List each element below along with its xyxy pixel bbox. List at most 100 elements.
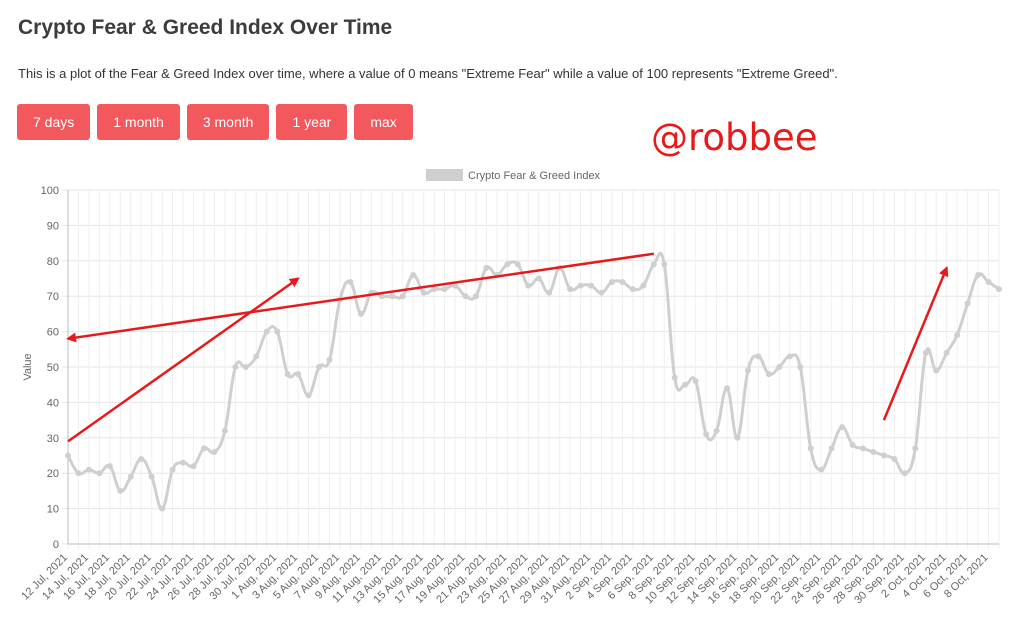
data-point[interactable] — [755, 353, 762, 360]
data-point[interactable] — [577, 282, 584, 289]
data-point[interactable] — [985, 279, 992, 286]
range-7-days-button[interactable]: 7 days — [17, 104, 91, 140]
data-point[interactable] — [420, 289, 427, 296]
trend-arrow — [882, 266, 949, 421]
data-point[interactable] — [180, 459, 187, 466]
data-point[interactable] — [431, 286, 438, 293]
y-tick-label: 80 — [47, 256, 59, 268]
data-point[interactable] — [316, 364, 323, 370]
data-point[interactable] — [828, 445, 835, 452]
data-point[interactable] — [964, 300, 971, 307]
data-point[interactable] — [682, 381, 689, 388]
data-point[interactable] — [535, 275, 542, 282]
data-point[interactable] — [525, 282, 532, 289]
data-point[interactable] — [629, 286, 636, 293]
data-point[interactable] — [954, 332, 961, 339]
data-point[interactable] — [744, 367, 751, 374]
data-point[interactable] — [452, 282, 459, 289]
y-tick-label: 40 — [47, 397, 59, 409]
data-point[interactable] — [839, 424, 846, 431]
data-point[interactable] — [263, 328, 270, 335]
range-1-month-button[interactable]: 1 month — [97, 104, 180, 140]
data-point[interactable] — [797, 364, 804, 370]
data-point[interactable] — [943, 349, 950, 356]
data-point[interactable] — [996, 286, 1002, 293]
data-point[interactable] — [483, 264, 490, 271]
data-point[interactable] — [703, 431, 710, 438]
data-point[interactable] — [127, 473, 134, 480]
data-point[interactable] — [148, 473, 155, 480]
data-point[interactable] — [357, 310, 364, 317]
data-point[interactable] — [619, 279, 626, 286]
data-point[interactable] — [818, 466, 825, 473]
range-max-button[interactable]: max — [354, 104, 413, 140]
range-1-year-button[interactable]: 1 year — [276, 104, 348, 140]
data-point[interactable] — [640, 282, 647, 289]
data-point[interactable] — [849, 441, 856, 448]
data-point[interactable] — [765, 371, 772, 378]
data-point[interactable] — [378, 293, 385, 300]
data-point[interactable] — [608, 279, 615, 286]
data-point[interactable] — [274, 328, 281, 335]
data-point[interactable] — [514, 261, 521, 268]
data-point[interactable] — [117, 487, 124, 494]
data-point[interactable] — [891, 456, 898, 463]
data-point[interactable] — [399, 293, 406, 300]
data-point[interactable] — [776, 364, 783, 370]
data-point[interactable] — [284, 371, 291, 378]
data-point[interactable] — [75, 470, 82, 477]
data-point[interactable] — [860, 445, 867, 452]
data-point[interactable] — [692, 378, 699, 385]
data-point[interactable] — [65, 452, 71, 459]
data-point[interactable] — [807, 445, 814, 452]
data-point[interactable] — [724, 385, 731, 392]
data-point[interactable] — [190, 463, 197, 470]
data-point[interactable] — [410, 271, 417, 278]
data-point[interactable] — [901, 470, 908, 477]
data-point[interactable] — [880, 452, 887, 459]
data-point[interactable] — [169, 466, 176, 473]
data-point[interactable] — [975, 271, 982, 278]
data-point[interactable] — [912, 445, 919, 452]
legend-label: Crypto Fear & Greed Index — [468, 170, 601, 182]
data-point[interactable] — [713, 427, 720, 434]
data-point[interactable] — [96, 470, 103, 477]
data-point[interactable] — [472, 293, 479, 300]
watermark-text: @robbee — [651, 116, 818, 159]
page-title: Crypto Fear & Greed Index Over Time — [18, 16, 393, 39]
y-tick-label: 50 — [47, 362, 59, 374]
data-point[interactable] — [661, 261, 668, 268]
data-point[interactable] — [200, 445, 207, 452]
data-point[interactable] — [253, 353, 260, 360]
data-point[interactable] — [671, 374, 678, 381]
data-point[interactable] — [786, 353, 793, 360]
data-point[interactable] — [734, 434, 741, 441]
data-point[interactable] — [106, 463, 113, 470]
range-3-month-button[interactable]: 3 month — [186, 104, 270, 140]
data-point[interactable] — [933, 367, 940, 374]
data-point[interactable] — [598, 289, 605, 296]
data-point[interactable] — [441, 286, 448, 293]
data-point[interactable] — [922, 349, 929, 356]
data-point[interactable] — [138, 456, 145, 463]
data-point[interactable] — [567, 286, 574, 293]
data-point[interactable] — [305, 392, 312, 399]
data-point[interactable] — [232, 364, 239, 370]
data-point[interactable] — [85, 466, 92, 473]
y-tick-label: 0 — [53, 539, 59, 551]
data-point[interactable] — [870, 448, 877, 455]
data-point[interactable] — [588, 282, 595, 289]
data-point[interactable] — [159, 505, 166, 512]
data-point[interactable] — [389, 293, 396, 300]
data-point[interactable] — [221, 427, 228, 434]
data-point[interactable] — [546, 289, 553, 296]
data-point[interactable] — [295, 371, 302, 378]
data-point[interactable] — [504, 261, 511, 268]
data-point[interactable] — [650, 261, 657, 268]
data-point[interactable] — [242, 364, 249, 370]
data-point[interactable] — [326, 356, 333, 363]
data-point[interactable] — [347, 279, 354, 286]
data-point[interactable] — [211, 448, 218, 455]
data-point[interactable] — [462, 293, 469, 300]
